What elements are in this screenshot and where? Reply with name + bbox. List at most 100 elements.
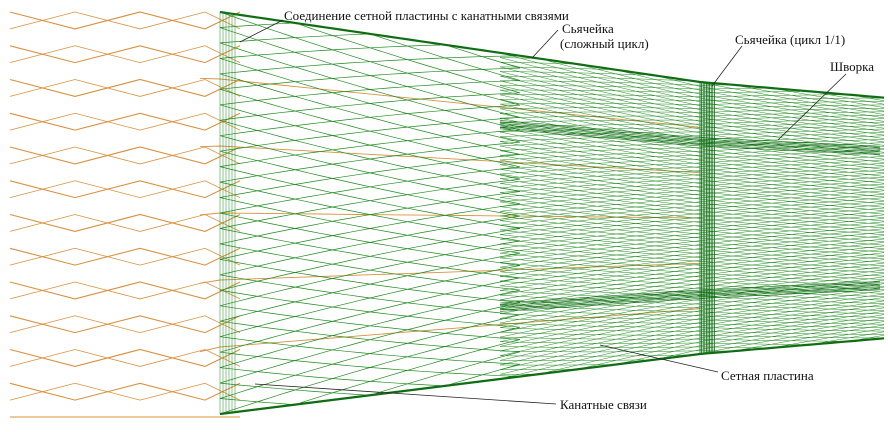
- mesh-strand-fine: [499, 211, 885, 249]
- mesh-strand-fine: [499, 215, 885, 253]
- mesh-strand-fine: [499, 279, 885, 347]
- mesh-strand: [299, 339, 521, 404]
- mesh-strand-fine: [499, 111, 885, 119]
- seam-horizontal: [499, 121, 881, 148]
- mesh-strand: [219, 326, 521, 415]
- mesh-strand-fine: [499, 262, 885, 324]
- mesh-strand-fine: [499, 190, 885, 226]
- mesh-strand-fine: [499, 163, 885, 189]
- seam-horizontal: [499, 285, 881, 308]
- mesh-strand-fine: [499, 304, 885, 318]
- seam-horizontal: [499, 288, 881, 311]
- rope-cable: [199, 145, 701, 174]
- mesh-strand-fine: [499, 176, 885, 207]
- rope-cable: [199, 308, 701, 353]
- mesh-strand-fine: [703, 321, 885, 353]
- mesh-strand-fine: [499, 235, 885, 287]
- mesh-strand-fine: [811, 331, 885, 345]
- mesh-strand-fine: [499, 71, 885, 146]
- mesh-strand: [219, 33, 371, 44]
- net-top-edge: [219, 10, 885, 99]
- mesh-strand: [219, 80, 521, 106]
- leader-lines: [239, 19, 847, 405]
- mesh-strand-fine: [499, 169, 885, 198]
- rope-line: [9, 112, 241, 131]
- mesh-strand-fine: [499, 234, 885, 267]
- label-seam-complex-1: Сьячейка: [562, 21, 614, 36]
- mesh-strand-fine: [499, 142, 885, 161]
- mesh-strand-fine: [499, 141, 885, 198]
- mesh-strand-fine: [499, 156, 885, 179]
- rope-line: [9, 11, 241, 30]
- mesh-strand-fine: [499, 290, 885, 361]
- mesh-strand-fine: [499, 211, 885, 254]
- mesh-strand-fine: [499, 308, 885, 322]
- mesh-strand-fine: [499, 293, 885, 366]
- mesh-strand: [219, 55, 521, 75]
- mesh-strand-fine: [499, 218, 885, 263]
- mesh-strand-fine: [859, 335, 885, 340]
- mesh-strand-fine: [499, 238, 885, 291]
- mesh-strand-fine: [499, 183, 885, 217]
- leader-net-panel: [599, 344, 719, 373]
- mesh-strand: [219, 129, 521, 167]
- mesh-strand-fine: [499, 257, 885, 284]
- rope-line: [9, 79, 241, 97]
- mesh-strand-fine: [547, 307, 885, 373]
- mesh-strand-fine: [499, 136, 885, 194]
- mesh-strand-fine: [499, 266, 885, 328]
- mesh-strand-fine: [499, 273, 885, 338]
- rope-line: [9, 281, 241, 300]
- seam-horizontal: [499, 283, 881, 307]
- mesh-strand-fine: [499, 104, 885, 109]
- mesh-strand: [219, 104, 521, 137]
- mesh-strand-fine: [499, 122, 885, 184]
- rope-line: [9, 112, 241, 131]
- mesh-strand-fine: [499, 101, 884, 105]
- mesh-strand-fine: [499, 192, 885, 236]
- mesh-strand-fine: [499, 252, 885, 280]
- mesh-strand-fine: [739, 324, 885, 351]
- mesh-strand-fine: [499, 66, 885, 143]
- mesh-strand-fine: [499, 341, 801, 345]
- seam-horizontal: [499, 120, 881, 147]
- mesh-strand-fine: [499, 114, 885, 123]
- rope-line: [9, 281, 241, 300]
- mesh-strand: [219, 215, 521, 276]
- mesh-strand-fine: [499, 262, 885, 287]
- mesh-strand-fine: [547, 60, 885, 129]
- mesh-strand: [219, 191, 521, 245]
- mesh-strand: [219, 302, 521, 384]
- mesh-strand-fine: [499, 75, 693, 82]
- mesh-strand-fine: [499, 214, 885, 259]
- mesh-strand-fine: [499, 66, 609, 70]
- mesh-strand-fine: [499, 255, 885, 315]
- rope-cable: [199, 262, 701, 284]
- mesh-strand-fine: [499, 108, 885, 174]
- mesh-strand-fine: [499, 271, 885, 294]
- mesh-strand-fine: [499, 145, 885, 201]
- mesh-strand-fine: [499, 231, 885, 282]
- mesh-strand: [219, 277, 521, 353]
- mesh-strand-fine: [499, 318, 885, 328]
- mesh-strand-fine: [499, 150, 885, 205]
- mesh-strand-fine: [583, 310, 885, 369]
- mesh-strand-fine: [499, 178, 885, 225]
- mesh-strand-fine: [499, 204, 885, 245]
- leader-seam-simple: [711, 45, 743, 87]
- net-bottom-edge: [219, 337, 885, 416]
- mesh-strand-fine: [499, 248, 885, 277]
- mesh-strand-fine: [499, 173, 885, 222]
- label-seam-simple: Сьячейка (цикл 1/1): [735, 32, 845, 47]
- mesh-strand-fine: [499, 152, 885, 175]
- mesh-strand-fine: [499, 207, 885, 249]
- rope-line: [9, 45, 241, 64]
- mesh-strand-fine: [499, 327, 884, 335]
- mesh-strand-fine: [499, 85, 765, 90]
- mesh-strand-fine: [499, 300, 885, 375]
- rope-cable: [199, 77, 701, 128]
- rope-links-lines: [9, 11, 701, 418]
- mesh-strand-fine: [775, 328, 885, 348]
- mesh-strand-fine: [499, 364, 609, 366]
- leader-shvorka: [777, 73, 847, 141]
